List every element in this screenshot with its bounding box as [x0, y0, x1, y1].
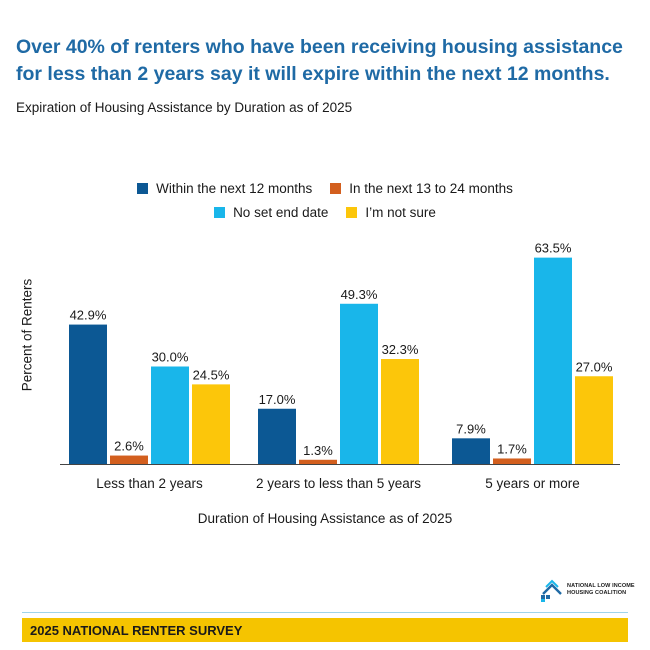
logo-line-2: HOUSING COALITION — [567, 590, 627, 596]
data-label-less-than-2-years-within-12-months: 42.9% — [70, 308, 107, 323]
footer-label: 2025 NATIONAL RENTER SURVEY — [30, 622, 243, 638]
legend-item-13-to-24-months: In the next 13 to 24 months — [330, 181, 513, 196]
data-label-less-than-2-years-no-set-end-date: 30.0% — [152, 350, 189, 365]
bar-less-than-2-years-13-to-24-months — [110, 455, 148, 464]
bar-2-to-5-years-not-sure — [381, 359, 419, 464]
legend-item-not-sure: I’m not sure — [346, 205, 436, 220]
bar-chart: 42.9% 2.6% 30.0% 24.5% Less than 2 years 17.0… — [60, 241, 620, 491]
data-label-2-to-5-years-no-set-end-date: 49.3% — [341, 287, 378, 302]
bar-2-to-5-years-13-to-24-months — [299, 459, 337, 464]
data-label-5-years-or-more-within-12-months: 7.9% — [456, 421, 486, 436]
nlihc-logo: NATIONAL LOW INCOME HOUSING COALITION — [541, 578, 635, 602]
bar-5-years-or-more-13-to-24-months — [493, 458, 531, 464]
data-label-5-years-or-more-no-set-end-date: 63.5% — [535, 241, 572, 256]
legend-label-not-sure: I’m not sure — [365, 204, 436, 220]
nlihc-logo-icon — [541, 579, 562, 602]
y-axis-label: Percent of Renters — [19, 278, 35, 392]
legend-label-within-12-months: Within the next 12 months — [156, 180, 313, 196]
legend-row-2: No set end date I’m not sure — [0, 200, 650, 224]
chart-subtitle: Expiration of Housing Assistance by Dura… — [16, 100, 353, 115]
bar-less-than-2-years-within-12-months — [69, 324, 107, 464]
legend-label-13-to-24-months: In the next 13 to 24 months — [349, 180, 513, 196]
x-tick-label-2-to-5-years: 2 years to less than 5 years — [256, 476, 421, 491]
bar-5-years-or-more-not-sure — [575, 376, 613, 464]
legend-item-within-12-months: Within the next 12 months — [137, 181, 312, 196]
legend-swatch-within-12-months — [137, 182, 149, 194]
nlihc-logo-text: NATIONAL LOW INCOME HOUSING COALITION — [567, 583, 635, 597]
bar-less-than-2-years-not-sure — [192, 384, 230, 464]
bar-5-years-or-more-no-set-end-date — [534, 257, 572, 464]
logo-line-1: NATIONAL LOW INCOME — [567, 583, 635, 589]
bar-2-to-5-years-within-12-months — [258, 408, 296, 464]
legend-item-no-set-end-date: No set end date — [214, 205, 328, 220]
data-label-2-to-5-years-within-12-months: 17.0% — [259, 392, 296, 407]
footer-banner: 2025 NATIONAL RENTER SURVEY — [22, 618, 628, 642]
legend-swatch-not-sure — [346, 206, 358, 218]
legend-label-no-set-end-date: No set end date — [233, 204, 329, 220]
bar-5-years-or-more-within-12-months — [452, 438, 490, 464]
footer-divider — [22, 612, 628, 613]
data-label-less-than-2-years-not-sure: 24.5% — [193, 367, 230, 382]
bar-2-to-5-years-no-set-end-date — [340, 303, 378, 464]
x-axis-label: Duration of Housing Assistance as of 202… — [197, 511, 453, 526]
legend-swatch-13-to-24-months — [330, 182, 342, 194]
bar-less-than-2-years-no-set-end-date — [151, 366, 189, 464]
x-tick-label-5-years-or-more: 5 years or more — [485, 476, 580, 491]
data-label-2-to-5-years-13-to-24-months: 1.3% — [303, 443, 333, 458]
data-label-2-to-5-years-not-sure: 32.3% — [382, 342, 419, 357]
chart-legend: Within the next 12 months In the next 13… — [0, 176, 650, 224]
legend-row-1: Within the next 12 months In the next 13… — [0, 176, 650, 200]
headline: Over 40% of renters who have been receiv… — [16, 36, 623, 85]
data-label-5-years-or-more-13-to-24-months: 1.7% — [497, 441, 527, 456]
legend-swatch-no-set-end-date — [214, 206, 226, 218]
data-label-5-years-or-more-not-sure: 27.0% — [576, 359, 613, 374]
x-tick-label-less-than-2-years: Less than 2 years — [96, 476, 203, 491]
data-label-less-than-2-years-13-to-24-months: 2.6% — [114, 439, 144, 454]
